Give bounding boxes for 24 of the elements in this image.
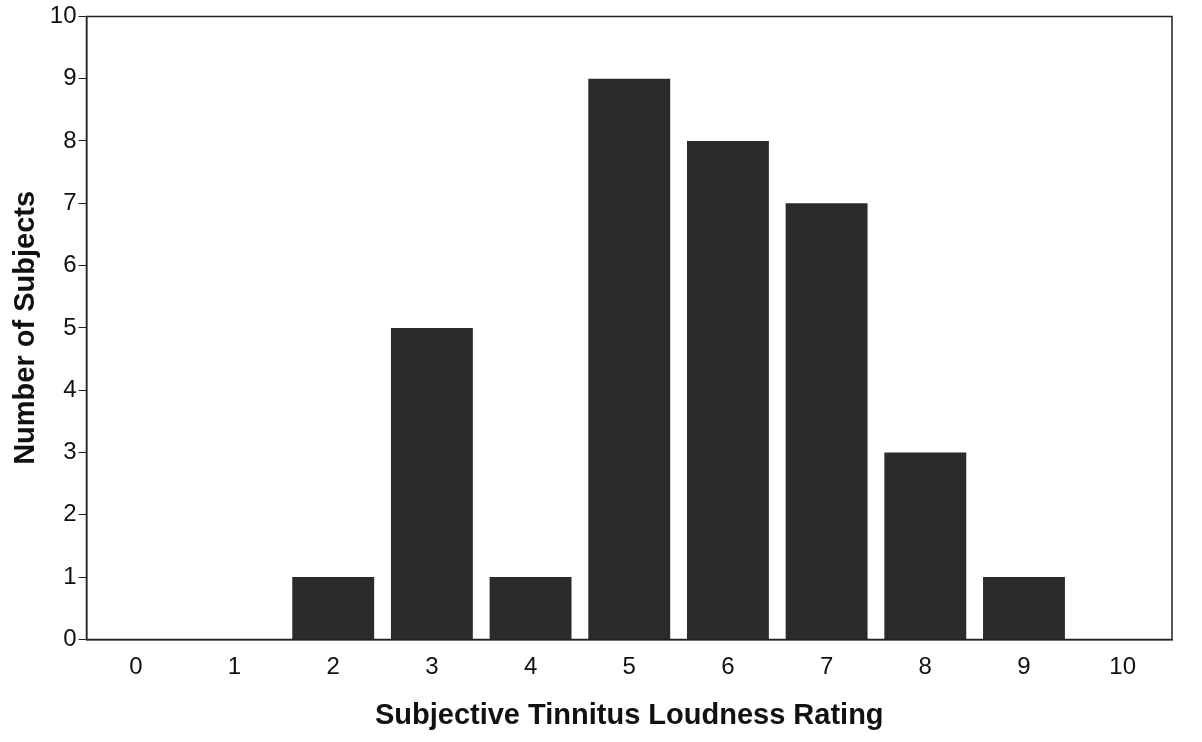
y-tick-label: 5 bbox=[63, 312, 77, 340]
y-tick-label: 6 bbox=[63, 250, 77, 278]
x-tick-label: 10 bbox=[1109, 652, 1137, 680]
x-tick-label: 7 bbox=[819, 652, 834, 680]
x-tick-label: 9 bbox=[1017, 652, 1031, 680]
y-tick-label: 8 bbox=[63, 125, 77, 153]
y-tick-label: 9 bbox=[63, 63, 77, 91]
x-tick-label: 2 bbox=[326, 652, 340, 680]
y-tick-label: 0 bbox=[63, 624, 77, 652]
y-tick-label: 7 bbox=[63, 187, 77, 215]
x-tick-label: 0 bbox=[129, 652, 143, 680]
x-tick-label: 5 bbox=[622, 652, 636, 680]
x-tick-label: 1 bbox=[227, 652, 242, 680]
x-tick-label: 6 bbox=[721, 652, 735, 680]
y-tick-label: 10 bbox=[49, 1, 77, 29]
x-tick-label: 8 bbox=[918, 652, 932, 680]
y-tick-label: 2 bbox=[63, 499, 77, 527]
x-axis-title: Subjective Tinnitus Loudness Rating bbox=[374, 697, 884, 730]
x-tick-label: 4 bbox=[523, 652, 538, 680]
y-tick-label: 1 bbox=[63, 561, 77, 589]
x-tick-label: 3 bbox=[425, 652, 439, 680]
y-tick-label: 4 bbox=[63, 374, 77, 402]
y-axis-title: Number of Subjects bbox=[8, 190, 41, 465]
y-tick-label: 3 bbox=[63, 437, 77, 465]
